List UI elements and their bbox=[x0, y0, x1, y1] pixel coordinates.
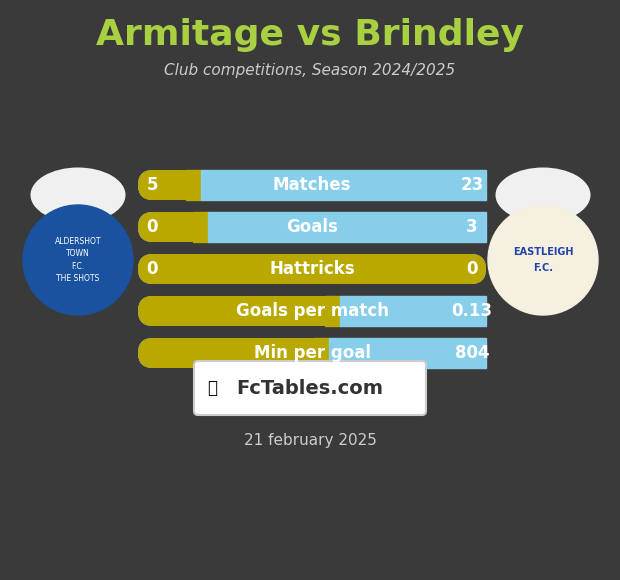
FancyBboxPatch shape bbox=[138, 170, 486, 200]
Text: Club competitions, Season 2024/2025: Club competitions, Season 2024/2025 bbox=[164, 63, 456, 78]
FancyBboxPatch shape bbox=[138, 254, 486, 284]
Text: Goals per match: Goals per match bbox=[236, 302, 389, 320]
FancyBboxPatch shape bbox=[194, 361, 426, 415]
Text: 0: 0 bbox=[466, 260, 478, 278]
Text: Goals: Goals bbox=[286, 218, 338, 236]
Text: Armitage vs Brindley: Armitage vs Brindley bbox=[96, 18, 524, 52]
FancyBboxPatch shape bbox=[138, 212, 486, 242]
Circle shape bbox=[488, 205, 598, 315]
Text: 0: 0 bbox=[146, 260, 157, 278]
Ellipse shape bbox=[495, 168, 590, 223]
Text: 23: 23 bbox=[461, 176, 484, 194]
FancyBboxPatch shape bbox=[138, 338, 329, 368]
Bar bbox=[329, 338, 486, 368]
FancyBboxPatch shape bbox=[138, 296, 340, 326]
Text: ALDERSHOT
TOWN
F.C.
THE SHOTS: ALDERSHOT TOWN F.C. THE SHOTS bbox=[55, 237, 101, 283]
Text: FcTables.com: FcTables.com bbox=[236, 379, 384, 397]
Bar bbox=[185, 170, 201, 200]
Text: 5: 5 bbox=[146, 176, 157, 194]
Text: Hattricks: Hattricks bbox=[269, 260, 355, 278]
Ellipse shape bbox=[30, 168, 125, 223]
Text: 3: 3 bbox=[466, 218, 478, 236]
Text: Matches: Matches bbox=[273, 176, 352, 194]
Bar bbox=[340, 296, 486, 326]
Text: Min per goal: Min per goal bbox=[254, 344, 371, 362]
FancyBboxPatch shape bbox=[138, 170, 201, 200]
FancyBboxPatch shape bbox=[138, 254, 486, 284]
Text: 0: 0 bbox=[146, 218, 157, 236]
Bar bbox=[208, 212, 486, 242]
FancyBboxPatch shape bbox=[138, 296, 486, 326]
Bar bbox=[325, 296, 340, 326]
FancyBboxPatch shape bbox=[138, 212, 208, 242]
Text: 804: 804 bbox=[454, 344, 489, 362]
Text: EASTLEIGH
F.C.: EASTLEIGH F.C. bbox=[513, 247, 574, 273]
Bar bbox=[193, 212, 208, 242]
Text: 21 february 2025: 21 february 2025 bbox=[244, 433, 376, 448]
Text: 📊: 📊 bbox=[207, 379, 217, 397]
FancyBboxPatch shape bbox=[138, 338, 486, 368]
Circle shape bbox=[23, 205, 133, 315]
Bar bbox=[314, 338, 329, 368]
Bar bbox=[201, 170, 486, 200]
Text: 0.13: 0.13 bbox=[451, 302, 492, 320]
